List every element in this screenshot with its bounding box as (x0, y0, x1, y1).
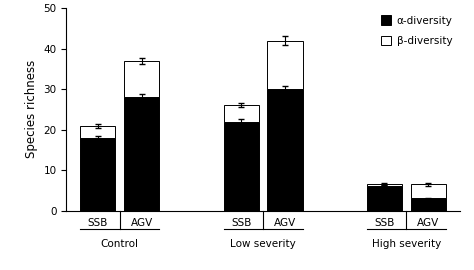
Text: Low severity: Low severity (230, 239, 296, 249)
Text: Control: Control (101, 239, 139, 249)
Bar (410, 184, 446, 198)
Text: High severity: High severity (372, 239, 441, 249)
Bar (224, 105, 259, 122)
Y-axis label: Species richness: Species richness (25, 60, 38, 158)
Bar (367, 184, 402, 186)
Bar (224, 122, 259, 211)
Bar (410, 198, 446, 211)
Bar (367, 186, 402, 211)
Legend: α-diversity, β-diversity: α-diversity, β-diversity (379, 13, 455, 48)
Bar (267, 40, 302, 89)
Bar (124, 97, 159, 211)
Bar (124, 61, 159, 97)
Bar (81, 138, 116, 211)
Bar (81, 126, 116, 138)
Bar (267, 89, 302, 211)
